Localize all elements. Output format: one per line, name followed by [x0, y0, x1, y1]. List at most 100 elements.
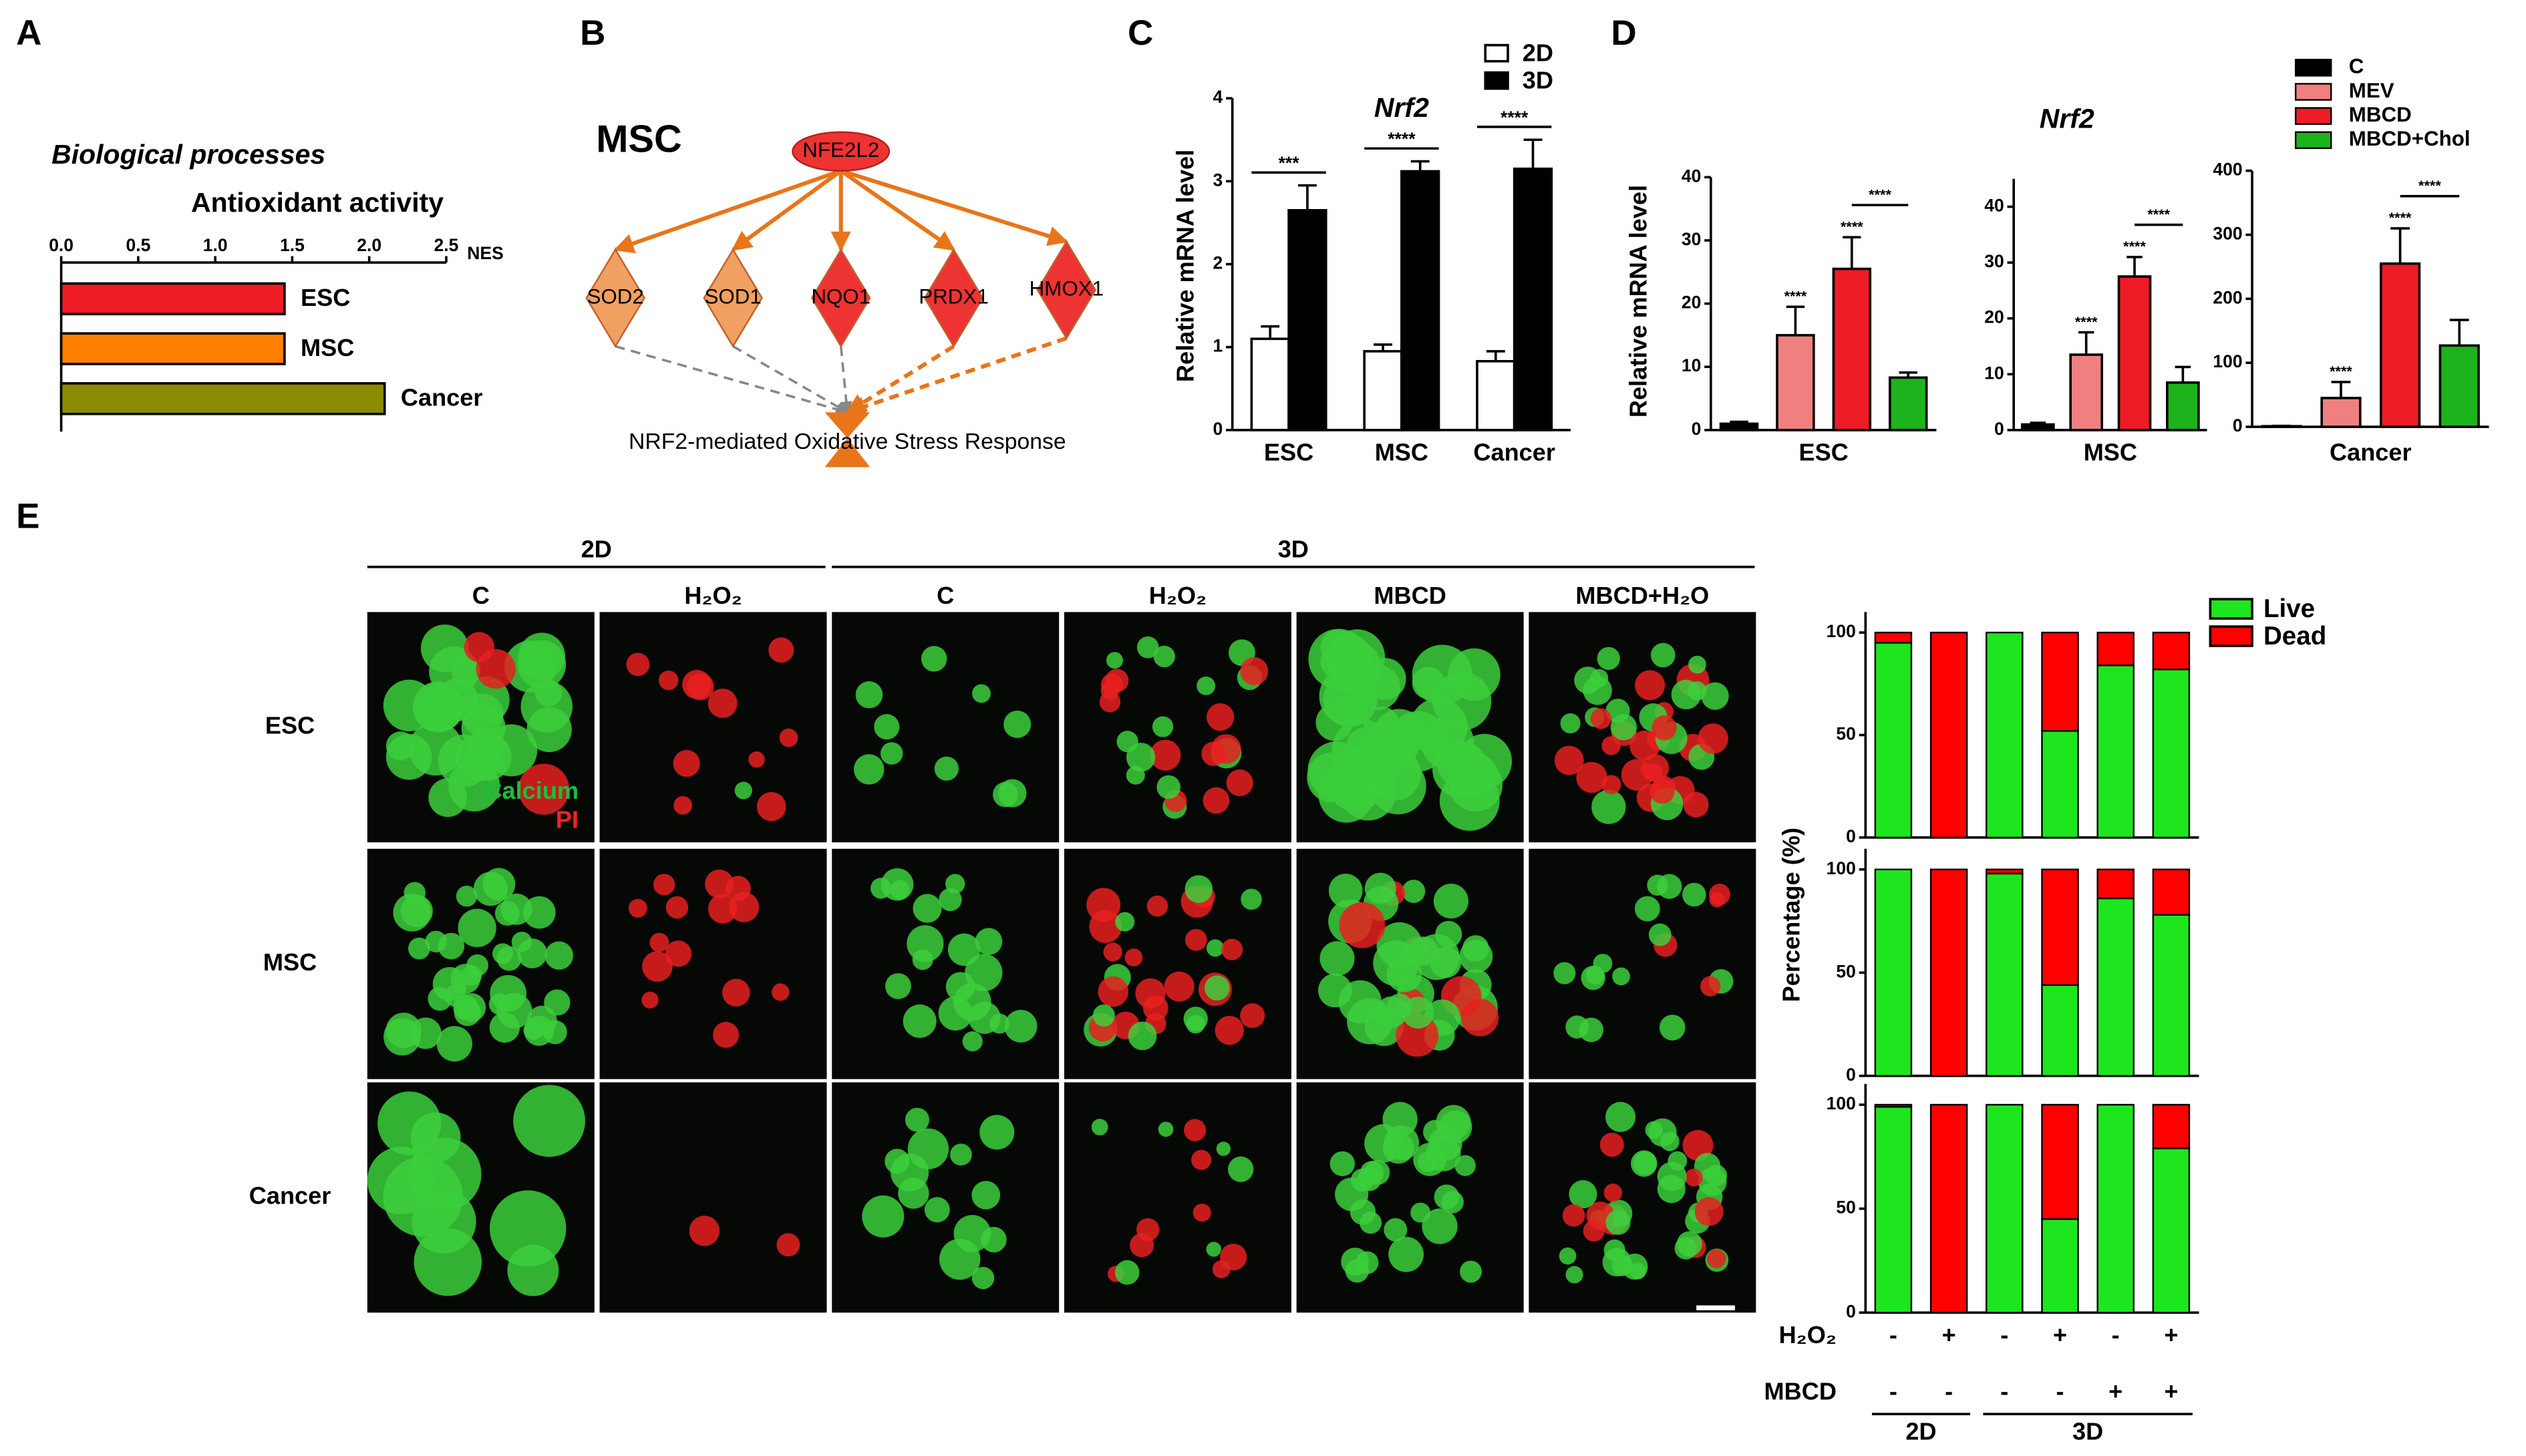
y-tick-label: 0: [1213, 419, 1223, 439]
y-tick-label: 40: [1984, 196, 2004, 216]
cell-blob: [524, 1016, 555, 1046]
cell-blob: [1211, 734, 1241, 764]
cell-blob: [455, 733, 503, 781]
bar-segment: [1874, 868, 1913, 1077]
cell-blob: [1221, 938, 1243, 960]
cell-blob: [1128, 1021, 1157, 1051]
cell-blob: [912, 949, 933, 970]
category-label: MSC: [301, 334, 354, 361]
bar: [1513, 167, 1553, 431]
cell-blob: [367, 1146, 436, 1215]
bar-segment: [2096, 631, 2135, 667]
cell-blob: [874, 714, 900, 740]
condition-value: -: [2112, 1321, 2120, 1348]
cell-blob: [1220, 1244, 1247, 1271]
node-shape: [923, 248, 984, 348]
cell-blob: [722, 978, 750, 1007]
x-tick-label: ESC: [1798, 439, 1848, 466]
cell-blob: [1164, 971, 1195, 1002]
cell-blob: [1335, 1177, 1369, 1212]
sig-label: ****: [1501, 108, 1529, 128]
cell-blob: [1216, 1141, 1231, 1156]
cell-blob: [522, 896, 556, 929]
cell-blob: [1651, 715, 1677, 741]
cell-blob: [1191, 1149, 1212, 1170]
y-tick-label: 100: [1827, 621, 1856, 641]
cell-blob: [673, 750, 700, 777]
row-label: ESC: [265, 711, 315, 739]
cell-blob: [1241, 888, 1262, 910]
micrograph: [832, 1082, 1060, 1313]
cell-blob: [1426, 1136, 1461, 1171]
cell-blob: [772, 983, 790, 1001]
bar-segment: [2152, 1147, 2191, 1314]
column-label: H₂O₂: [1149, 582, 1207, 609]
cell-blob: [1634, 896, 1660, 922]
cell-blob: [971, 1181, 1001, 1210]
cell-blob: [408, 721, 463, 776]
cell-blob: [1115, 912, 1135, 932]
node-label: SOD1: [705, 285, 762, 308]
bar: [2320, 397, 2362, 428]
legend-swatch: [2294, 107, 2332, 125]
cell-blob: [924, 1197, 950, 1223]
cell-blob: [1412, 667, 1445, 699]
error-bar: [2331, 381, 2351, 398]
bar-segment: [2096, 868, 2135, 900]
cell-blob: [1206, 1242, 1221, 1257]
cell-blob: [1185, 875, 1213, 903]
error-bar: [1843, 236, 1861, 269]
bar-segment: [1986, 1103, 2024, 1314]
cell-blob: [1003, 710, 1032, 738]
cell-blob: [1694, 1197, 1724, 1226]
cell-blob: [1645, 1121, 1664, 1139]
legend-label: Dead: [2263, 622, 2326, 651]
cell-blob: [1004, 1009, 1038, 1043]
error-bar: [1523, 138, 1543, 169]
error-bar: [1261, 325, 1280, 339]
bar-segment: [2152, 868, 2191, 916]
cell-blob: [464, 632, 494, 663]
legend-swatch: [2294, 83, 2332, 101]
cell-blob: [947, 933, 981, 966]
cell-blob: [1206, 939, 1225, 957]
error-bar: [2449, 319, 2469, 346]
y-tick-label: 0: [1846, 826, 1856, 846]
y-tick-label: 50: [1836, 961, 1855, 981]
cell-blob: [385, 731, 416, 761]
cell-blob: [1660, 1131, 1680, 1151]
cell-blob: [1184, 1119, 1207, 1141]
cell-blob: [934, 756, 959, 781]
cell-blob: [950, 1143, 972, 1166]
edge: [839, 346, 852, 414]
cell-blob: [1565, 1015, 1589, 1039]
condition-value: +: [2108, 1377, 2122, 1405]
cell-blob: [659, 670, 679, 691]
cell-blob: [1341, 1248, 1370, 1276]
cell-blob: [885, 1149, 910, 1174]
error-bar: [1730, 420, 1748, 424]
condition-value: -: [1889, 1377, 1897, 1405]
legend-label: 2D: [1523, 39, 1553, 67]
cell-blob: [1565, 1266, 1583, 1284]
cell-blob: [1631, 1150, 1657, 1177]
bar-segment: [1986, 631, 2024, 839]
cell-blob: [1215, 1015, 1244, 1045]
cell-blob: [768, 637, 794, 663]
group-label: 3D: [1278, 535, 1309, 562]
error-bar: [2030, 421, 2046, 425]
bar-segment: [1874, 631, 1913, 644]
cell-blob: [1124, 948, 1143, 966]
cell-blob: [1700, 976, 1721, 996]
column-label: H₂O₂: [684, 582, 742, 609]
cell-blob: [436, 1026, 472, 1062]
cell-blob: [544, 941, 573, 970]
cell-blob: [1319, 941, 1355, 976]
x-tick-label: 0.5: [126, 235, 150, 255]
cell-blob: [1583, 676, 1612, 705]
condition-value: -: [2000, 1377, 2008, 1405]
error-bar: [1486, 350, 1505, 361]
sig-label: ****: [2418, 177, 2441, 194]
cell-blob: [903, 1004, 937, 1038]
bar-segment: [1986, 872, 2024, 1077]
